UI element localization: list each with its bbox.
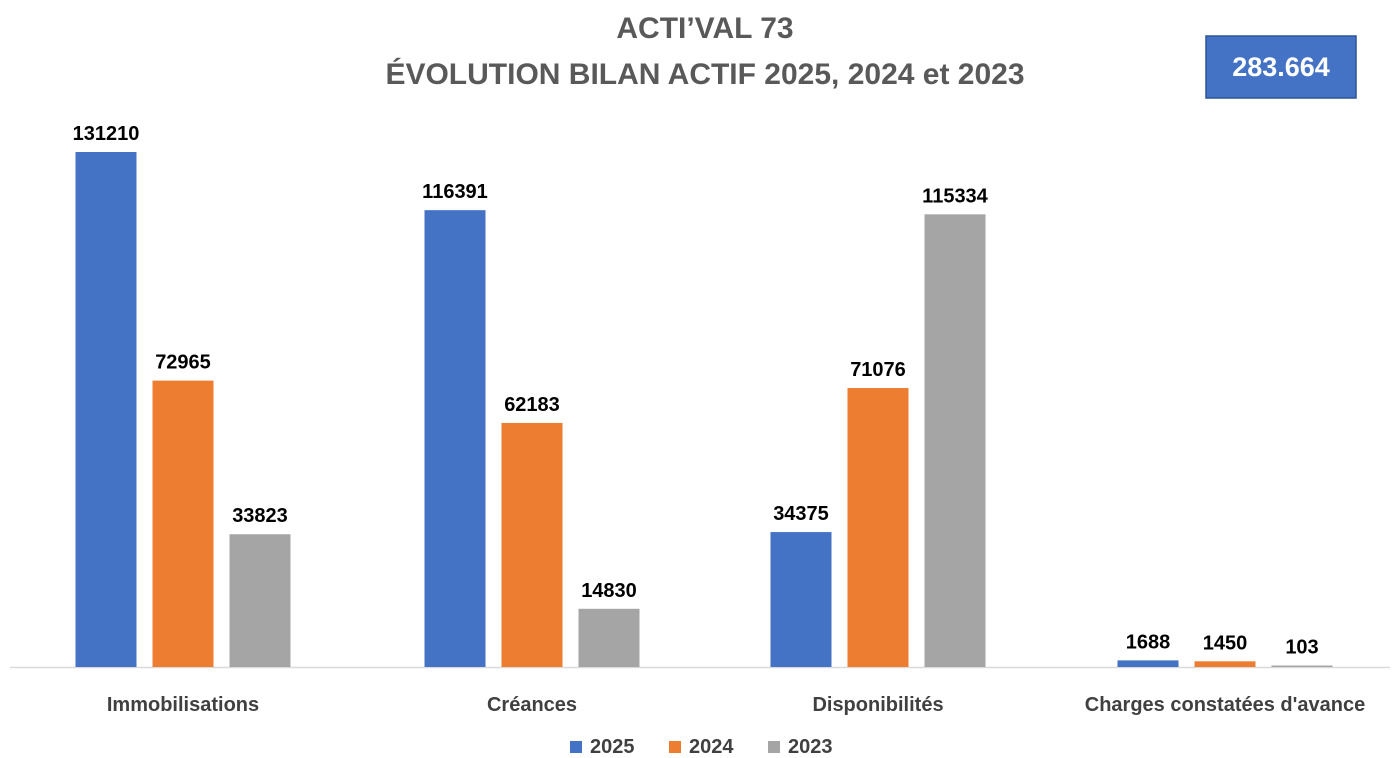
legend: 2025 2024 2023 — [570, 736, 833, 758]
data-label-2023-1: 33823 — [232, 505, 288, 527]
bar-2024-3 — [847, 388, 909, 667]
category-label-1: Immobilisations — [107, 694, 259, 716]
plot-area: 131210 72965 33823 Immobilisations 116391 621… — [10, 123, 1390, 716]
total-badge: 283.664 — [1205, 35, 1357, 99]
chart-title-line1: ACTI’VAL 73 — [616, 12, 793, 45]
bar-2023-3 — [924, 214, 986, 667]
data-label-2025-2: 116391 — [422, 181, 488, 203]
data-label-2024-1: 72965 — [155, 352, 211, 374]
total-badge-box — [1205, 35, 1357, 99]
category-label-3: Disponibilités — [812, 694, 943, 716]
bar-2024-2 — [501, 422, 563, 667]
data-label-2024-3: 71076 — [850, 359, 906, 381]
data-label-2023-2: 14830 — [581, 580, 637, 602]
legend-swatch-2023 — [768, 741, 780, 753]
bar-2025-2 — [424, 210, 486, 667]
data-label-2025-4: 1688 — [1126, 631, 1171, 653]
data-label-2024-4: 1450 — [1203, 632, 1248, 654]
legend-label-2024: 2024 — [689, 736, 734, 758]
chart-title-line2: ÉVOLUTION BILAN ACTIF 2025, 2024 et 2023 — [385, 57, 1024, 91]
total-badge-value: 283.664 — [1232, 52, 1330, 82]
bar-2023-2 — [578, 608, 640, 667]
data-label-2023-4: 103 — [1285, 637, 1318, 659]
legend-label-2025: 2025 — [590, 736, 635, 758]
category-label-4: Charges constatées d'avance — [1085, 694, 1365, 716]
bar-2024-4 — [1194, 661, 1256, 667]
legend-swatch-2024 — [669, 741, 681, 753]
legend-label-2023: 2023 — [788, 736, 833, 758]
data-label-2024-2: 62183 — [504, 394, 560, 416]
category-label-2: Créances — [487, 694, 577, 716]
bar-2025-3 — [770, 532, 832, 667]
bar-2025-4 — [1117, 660, 1179, 667]
bar-2023-1 — [229, 534, 291, 667]
data-label-2023-3: 115334 — [922, 185, 989, 207]
bar-2024-1 — [152, 380, 214, 667]
data-label-2025-1: 131210 — [73, 123, 140, 145]
data-label-2025-3: 34375 — [773, 503, 829, 525]
legend-swatch-2025 — [570, 741, 582, 753]
bar-2023-4 — [1271, 665, 1333, 667]
bar-2025-1 — [75, 152, 137, 667]
